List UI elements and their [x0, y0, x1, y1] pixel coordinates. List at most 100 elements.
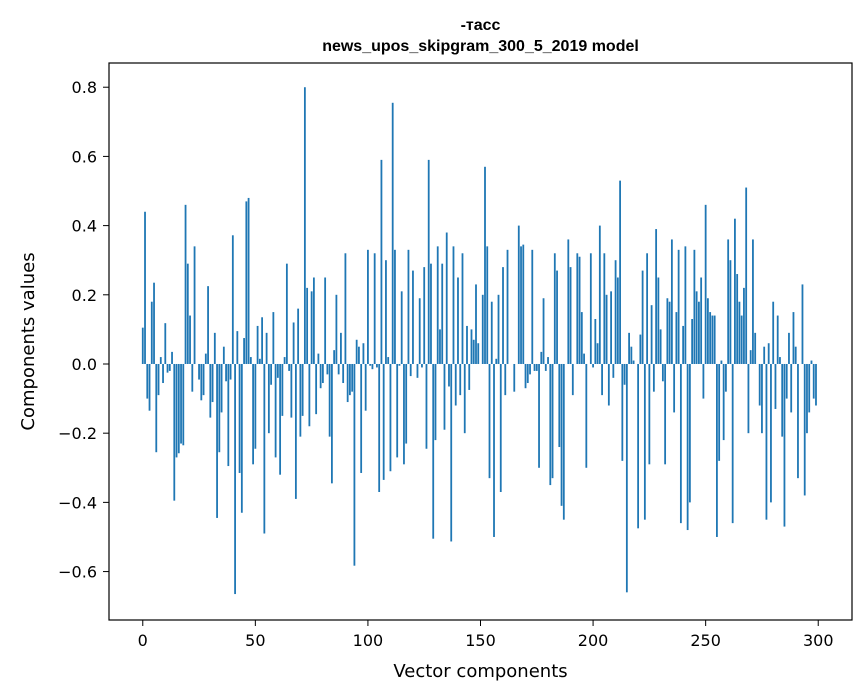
bar	[571, 363, 574, 396]
bar	[803, 363, 806, 496]
bar	[729, 260, 732, 364]
bar	[684, 246, 687, 364]
bar	[236, 331, 239, 364]
bar	[211, 363, 214, 403]
bar	[186, 263, 189, 364]
bar	[191, 363, 194, 392]
bar	[254, 363, 257, 449]
bar	[353, 363, 356, 566]
chart-title: -тасс news_upos_skipgram_300_5_2019 model	[322, 17, 639, 55]
bar	[812, 363, 815, 399]
bar	[150, 301, 153, 364]
bar	[517, 225, 520, 364]
bar	[270, 363, 273, 385]
y-tick-label: 0.0	[72, 355, 97, 374]
bar	[772, 301, 775, 364]
bar	[376, 363, 378, 368]
bar	[333, 350, 336, 364]
bar	[168, 363, 171, 371]
bar	[463, 363, 466, 434]
bar	[727, 239, 730, 364]
bar	[722, 363, 725, 441]
bar	[290, 363, 293, 418]
bar	[553, 253, 556, 364]
bar	[301, 363, 304, 416]
bar	[306, 287, 309, 364]
bar	[797, 363, 799, 479]
bar	[596, 343, 599, 364]
bar	[294, 363, 297, 499]
bar	[688, 363, 691, 503]
bar	[493, 363, 495, 537]
bar	[200, 363, 203, 401]
bar	[612, 363, 615, 378]
bar	[373, 253, 376, 364]
bar	[603, 253, 606, 364]
bar	[632, 360, 635, 364]
bar	[279, 363, 282, 475]
bar	[272, 312, 275, 364]
bar	[659, 329, 662, 364]
bar	[754, 332, 757, 364]
bar	[207, 286, 209, 364]
bar	[430, 263, 432, 364]
bar	[220, 363, 223, 413]
bar	[643, 363, 646, 520]
y-tick-label: −0.2	[58, 424, 97, 443]
bar	[774, 363, 777, 409]
bar	[779, 357, 781, 364]
bar	[767, 343, 770, 364]
bar	[439, 329, 441, 364]
bar	[810, 360, 813, 364]
bar	[716, 363, 718, 537]
bar	[382, 363, 385, 480]
bar	[175, 363, 178, 458]
bar	[396, 363, 399, 458]
bar	[281, 363, 284, 416]
bar	[409, 363, 412, 377]
bar	[454, 363, 457, 406]
bar	[785, 363, 788, 399]
bar	[698, 301, 700, 364]
bar	[504, 363, 507, 396]
bar	[256, 325, 259, 364]
bar	[351, 363, 354, 392]
bar	[616, 277, 619, 364]
bar	[385, 260, 387, 364]
bar	[457, 277, 459, 364]
bar	[538, 363, 540, 468]
x-tick-label: 100	[353, 631, 384, 650]
bar	[670, 239, 673, 364]
bar	[159, 357, 162, 364]
bar	[355, 339, 358, 364]
bar	[310, 291, 313, 364]
bar	[475, 284, 477, 364]
bar	[747, 363, 750, 434]
bar	[709, 312, 712, 364]
bar	[461, 253, 464, 364]
bar	[794, 346, 797, 364]
bar	[466, 325, 468, 364]
bar	[549, 363, 552, 486]
bar	[324, 277, 327, 364]
x-tick-label: 250	[690, 631, 721, 650]
bar	[267, 363, 270, 434]
bar	[531, 249, 534, 364]
bar	[740, 315, 743, 364]
bar	[209, 363, 212, 418]
bar	[490, 301, 493, 364]
bar	[601, 363, 603, 396]
bar	[364, 363, 367, 411]
bar	[265, 332, 268, 364]
bar	[664, 363, 667, 465]
bar	[326, 363, 329, 375]
bar	[328, 363, 331, 437]
bar	[641, 270, 644, 364]
bar	[421, 363, 423, 368]
bar	[189, 315, 191, 364]
bar	[661, 363, 664, 382]
bar	[558, 363, 561, 448]
bar	[637, 363, 640, 529]
bar	[725, 363, 727, 392]
